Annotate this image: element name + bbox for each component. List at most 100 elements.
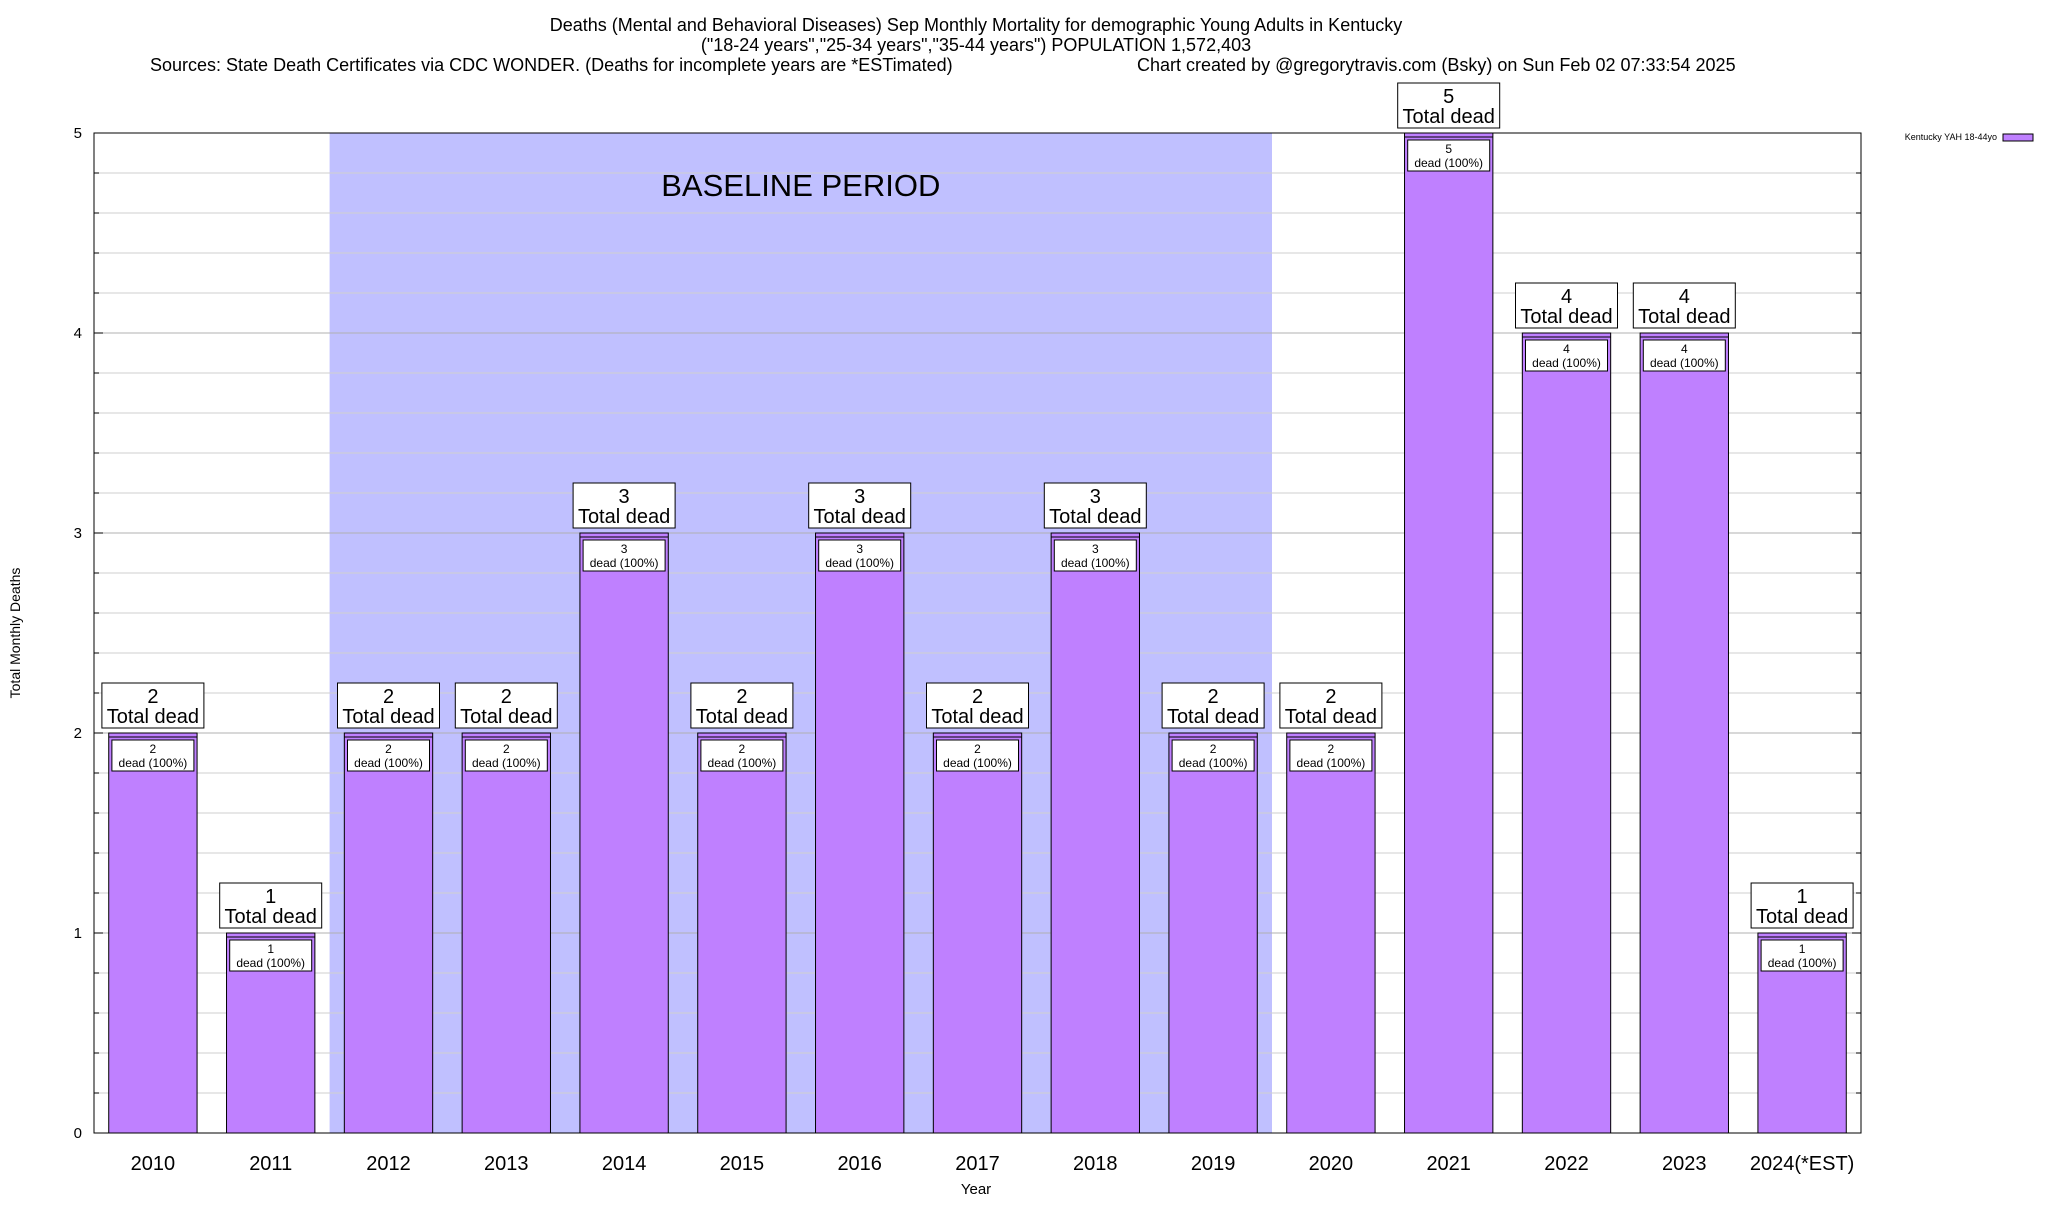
total-label-text: Total dead <box>1403 106 1495 128</box>
total-label-box <box>926 682 1029 729</box>
bar <box>1639 332 1729 1134</box>
total-label-box <box>1632 282 1736 329</box>
inner-label-text: dead (100%) <box>1650 356 1719 370</box>
legend-swatch <box>2002 133 2034 142</box>
inner-label-value: 3 <box>621 542 628 556</box>
baseline-period-label: BASELINE PERIOD <box>661 168 940 203</box>
total-label-value: 4 <box>1679 286 1690 308</box>
total-label-text: Total dead <box>107 706 199 728</box>
chart-source-text: Sources: State Death Certificates via CD… <box>150 55 953 75</box>
x-tick-label: 2019 <box>1191 1153 1236 1175</box>
inner-label-box <box>1053 539 1137 572</box>
inner-label-text: dead (100%) <box>708 756 777 770</box>
inner-label-text: dead (100%) <box>1414 156 1483 170</box>
total-label-text: Total dead <box>931 706 1023 728</box>
inner-label-value: 2 <box>150 742 157 756</box>
total-label-box <box>808 482 912 529</box>
inner-label-box <box>229 939 313 972</box>
bar <box>1168 732 1258 1134</box>
inner-label-text: dead (100%) <box>590 556 659 570</box>
y-tick-label: 2 <box>74 725 82 742</box>
inner-label-text: dead (100%) <box>1179 756 1248 770</box>
chart-credit-text: Chart created by @gregorytravis.com (Bsk… <box>1137 55 1736 75</box>
y-tick-label: 1 <box>74 925 82 942</box>
inner-label-value: 1 <box>1799 942 1806 956</box>
total-label-text: Total dead <box>1756 906 1848 928</box>
x-tick-label: 2010 <box>131 1153 176 1175</box>
total-label-value: 3 <box>854 486 865 508</box>
y-tick-label: 0 <box>74 1125 82 1142</box>
inner-label-text: dead (100%) <box>354 756 423 770</box>
total-label-box <box>454 682 558 729</box>
legend-label: Kentucky YAH 18-44yo <box>1905 132 1997 142</box>
total-label-value: 2 <box>147 686 158 708</box>
total-label-text: Total dead <box>1520 306 1612 328</box>
inner-label-value: 2 <box>503 742 510 756</box>
y-tick-label: 5 <box>74 125 82 142</box>
inner-label-value: 4 <box>1563 342 1570 356</box>
inner-label-value: 2 <box>1210 742 1217 756</box>
total-label-value: 1 <box>1797 886 1808 908</box>
inner-label-box <box>700 739 784 772</box>
total-label-box <box>572 482 676 529</box>
bar <box>108 732 198 1134</box>
x-tick-label: 2015 <box>720 1153 765 1175</box>
inner-label-text: dead (100%) <box>1061 556 1130 570</box>
total-label-text: Total dead <box>342 706 434 728</box>
bar <box>697 732 787 1134</box>
inner-label-box <box>464 739 548 772</box>
total-label-box <box>1750 882 1854 929</box>
inner-label-box <box>1407 139 1491 172</box>
chart-title-line-1: Deaths (Mental and Behavioral Diseases) … <box>550 15 1402 35</box>
bar <box>1521 332 1612 1134</box>
total-label-box <box>101 682 205 729</box>
total-label-text: Total dead <box>1285 706 1377 728</box>
total-label-value: 3 <box>619 486 630 508</box>
inner-label-text: dead (100%) <box>236 956 305 970</box>
x-tick-label: 2021 <box>1426 1153 1471 1175</box>
inner-label-value: 2 <box>1328 742 1335 756</box>
total-label-box <box>1161 682 1265 729</box>
inner-label-value: 3 <box>856 542 863 556</box>
inner-label-box <box>936 739 1019 772</box>
bar <box>343 732 434 1134</box>
x-tick-label: 2024(*EST) <box>1750 1153 1855 1175</box>
inner-label-box <box>818 539 902 572</box>
inner-label-value: 5 <box>1445 142 1452 156</box>
inner-label-box <box>1171 739 1255 772</box>
y-tick-label: 3 <box>74 525 82 542</box>
inner-label-text: dead (100%) <box>943 756 1012 770</box>
x-tick-label: 2017 <box>955 1153 1000 1175</box>
chart-title-line-2: ("18-24 years","25-34 years","35-44 year… <box>701 35 1251 55</box>
y-tick-label: 4 <box>74 325 82 342</box>
inner-label-box <box>1289 739 1373 772</box>
x-tick-label: 2023 <box>1662 1153 1707 1175</box>
bar <box>1286 732 1376 1134</box>
inner-label-box <box>347 739 430 772</box>
x-tick-label: 2022 <box>1544 1153 1589 1175</box>
total-label-box <box>1515 282 1618 329</box>
x-axis-title: Year <box>961 1181 991 1198</box>
total-label-text: Total dead <box>578 506 670 528</box>
total-label-value: 1 <box>265 886 276 908</box>
inner-label-text: dead (100%) <box>825 556 894 570</box>
total-label-text: Total dead <box>1049 506 1141 528</box>
total-label-text: Total dead <box>696 706 788 728</box>
inner-label-text: dead (100%) <box>1297 756 1366 770</box>
bar <box>932 732 1023 1134</box>
inner-label-box <box>1642 339 1726 372</box>
bar <box>461 732 551 1134</box>
inner-label-value: 2 <box>385 742 392 756</box>
total-label-box <box>1397 82 1501 129</box>
bar <box>1050 532 1140 1134</box>
total-label-box <box>1043 482 1147 529</box>
inner-label-value: 4 <box>1681 342 1688 356</box>
total-label-value: 4 <box>1561 286 1572 308</box>
inner-label-box <box>1760 939 1844 972</box>
x-tick-label: 2018 <box>1073 1153 1118 1175</box>
inner-label-value: 2 <box>739 742 746 756</box>
total-label-value: 2 <box>501 686 512 708</box>
inner-label-text: dead (100%) <box>1532 356 1601 370</box>
x-tick-label: 2014 <box>602 1153 647 1175</box>
